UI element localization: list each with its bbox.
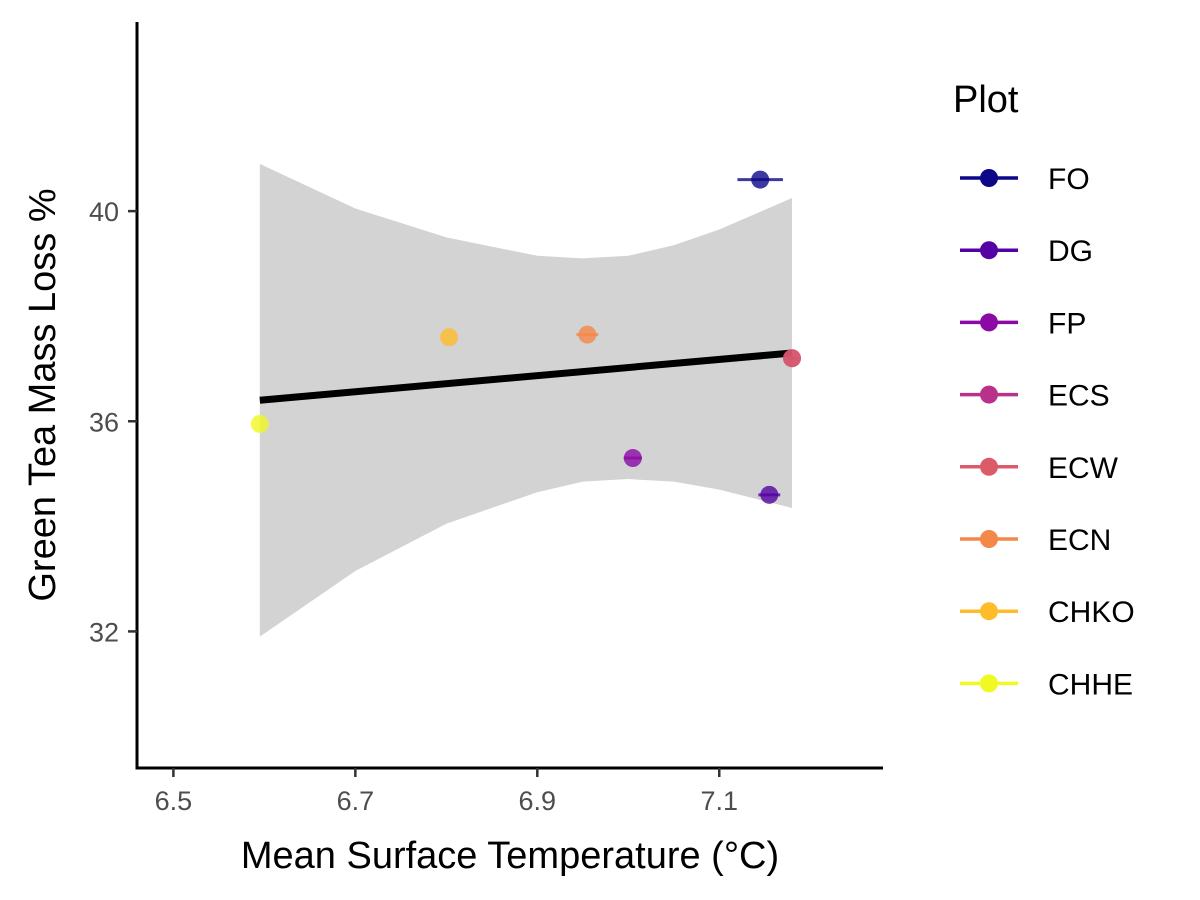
x-tick-label: 6.7	[337, 786, 375, 816]
point-marker-chhe	[250, 414, 269, 433]
data-point-ecn	[576, 325, 599, 344]
legend-item-ecw: ECW	[960, 452, 1119, 485]
legend-key-point	[980, 313, 998, 332]
legend-item-dg: DG	[960, 235, 1093, 268]
y-tick-label: 40	[89, 197, 119, 227]
legend-label: ECN	[1048, 524, 1111, 557]
legend-key-point	[980, 241, 998, 260]
data-point-ecw	[783, 349, 802, 368]
legend-key-point	[980, 169, 998, 187]
point-marker-ecw	[783, 349, 802, 368]
legend-label: CHHE	[1048, 668, 1133, 701]
point-marker-dg	[760, 485, 779, 504]
axes: 6.5 6.7 6.9 7.1 32 36 40	[89, 22, 883, 816]
legend-label: ECW	[1048, 452, 1119, 485]
legend-title: Plot	[953, 79, 1019, 121]
x-tick-label: 7.1	[700, 786, 738, 816]
data-point-dg	[758, 485, 781, 504]
legend-label: FO	[1048, 163, 1090, 196]
x-tick-label: 6.9	[519, 786, 557, 816]
legend-item-chko: CHKO	[960, 596, 1135, 629]
legend-key-point	[980, 530, 998, 548]
point-marker-chko	[440, 328, 459, 347]
legend-key-point	[980, 385, 998, 404]
legend-key-point	[980, 602, 998, 621]
legend-item-fo: FO	[960, 163, 1090, 196]
legend-item-chhe: CHHE	[960, 668, 1133, 701]
data-point-chhe	[250, 414, 269, 433]
y-tick-label: 36	[89, 407, 119, 437]
legend-key-point	[980, 674, 998, 693]
legend-label: ECS	[1048, 380, 1110, 413]
trend-line	[259, 349, 793, 404]
data-point-chko	[440, 328, 459, 347]
legend-item-ecn: ECN	[960, 524, 1111, 557]
y-tick-label: 32	[89, 617, 119, 647]
data-point-fo	[737, 170, 783, 189]
legend-label: DG	[1048, 235, 1093, 268]
point-marker-fo	[751, 170, 770, 189]
legend-key-point	[980, 457, 998, 476]
point-marker-fp	[623, 449, 642, 468]
y-axis-title: Green Tea Mass Loss %	[22, 188, 64, 601]
legend-label: FP	[1048, 307, 1086, 340]
x-axis-title: Mean Surface Temperature (°C)	[241, 835, 779, 877]
plot-area	[250, 163, 802, 637]
data-point-fp	[623, 449, 642, 468]
point-marker-ecn	[578, 325, 597, 344]
legend-item-ecs: ECS	[960, 380, 1110, 413]
legend: Plot FO DG FP ECS ECW ECN CHKO CHHE	[953, 79, 1135, 701]
x-tick-label: 6.5	[155, 786, 193, 816]
confidence-band	[259, 163, 793, 637]
legend-label: CHKO	[1048, 596, 1135, 629]
legend-item-fp: FP	[960, 307, 1086, 340]
